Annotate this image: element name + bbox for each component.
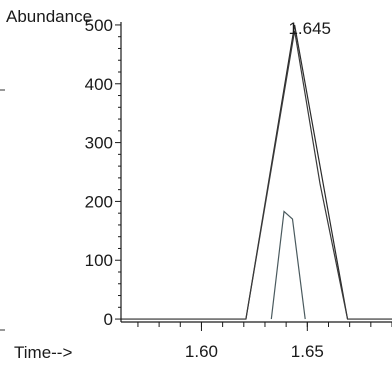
y-axis-ticks: 0 100 200 300 400 500	[85, 16, 121, 329]
y-tick-label: 300	[85, 134, 113, 153]
peak-label: 1.645	[288, 19, 331, 38]
series-line-2	[245, 30, 349, 320]
y-axis-title: Abundance	[6, 7, 92, 26]
series-line-1	[121, 24, 392, 320]
y-tick-label: 200	[85, 192, 113, 211]
y-tick-label: 400	[85, 75, 113, 94]
y-tick-label: 100	[85, 251, 113, 270]
x-axis-ticks: 1.60 1.65	[137, 322, 392, 361]
x-tick-label: 1.65	[291, 342, 324, 361]
x-tick-label: 1.60	[185, 342, 218, 361]
peak-annotations: 1.645	[288, 19, 331, 38]
series-line-3	[270, 210, 306, 320]
series-traces	[121, 24, 392, 320]
y-tick-label: 500	[85, 16, 113, 35]
x-axis-title: Time-->	[14, 343, 72, 362]
y-tick-label: 0	[104, 310, 113, 329]
